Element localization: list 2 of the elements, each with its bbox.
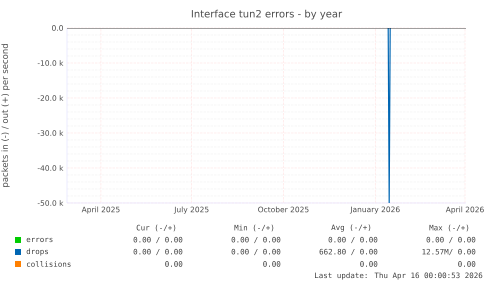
chart-title: Interface tun2 errors - by year — [192, 10, 342, 20]
y-axis-title: packets in (-) / out (+) per second — [1, 44, 10, 187]
